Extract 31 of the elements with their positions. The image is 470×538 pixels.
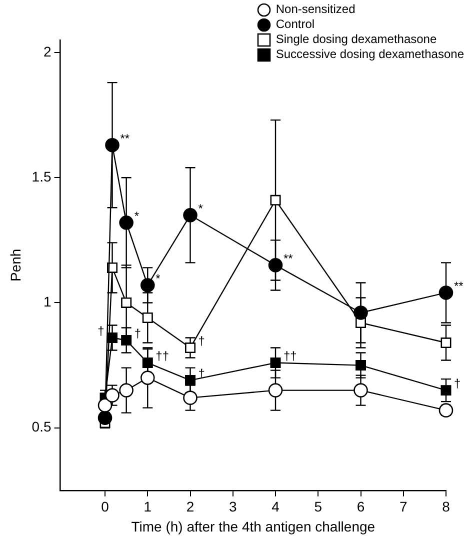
x-tick-label: 6 [356,498,365,515]
annotation: ** [284,252,294,266]
y-tick-label: 1.5 [32,168,52,184]
annotation: * [198,201,204,216]
x-tick-label: 2 [186,498,194,515]
annotation: † [134,326,142,341]
annotation: †† [156,349,169,364]
x-tick-label: 5 [314,498,322,515]
legend-label: Successive dosing dexamethasone [276,47,464,62]
x-axis-title: Time (h) after the 4th antigen challenge [131,518,376,534]
y-axis-title: Penh [7,248,24,282]
annotation: † [198,334,205,348]
y-tick-label: 0.5 [32,418,52,435]
x-tick-label: 3 [228,498,237,515]
y-tick-label: 1 [43,294,52,310]
legend-label: Non-sensitized [276,2,356,17]
annotation: ** [120,131,130,146]
x-tick-label: 1 [144,498,152,515]
y-tick-label: 2 [43,43,52,60]
x-tick-label: 7 [399,498,408,515]
x-tick-label: 8 [442,498,450,515]
x-tick-label: 0 [101,498,110,515]
annotation: † [454,376,461,391]
legend-label: Control [276,17,315,32]
annotation: † [98,324,104,338]
annotation: * [134,208,140,223]
x-tick-label: 4 [272,498,280,515]
annotation: * [156,272,161,286]
legend-label: Single dosing dexamethasone [276,32,437,47]
annotation: ** [454,279,464,294]
annotation: †† [284,349,297,364]
